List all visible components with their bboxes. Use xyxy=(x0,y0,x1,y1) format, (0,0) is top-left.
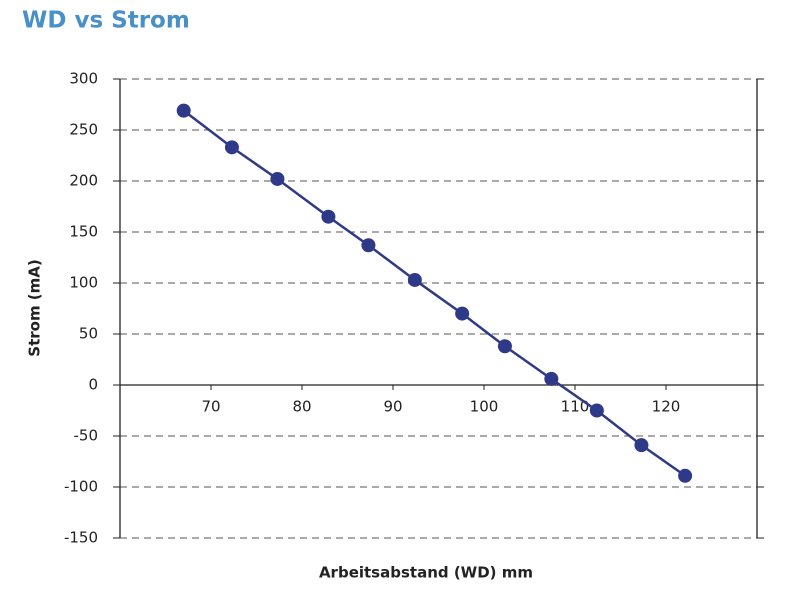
data-point xyxy=(678,468,693,483)
y-tick-label: 200 xyxy=(69,172,98,190)
x-tick-label: 70 xyxy=(201,398,220,416)
x-axis-label: Arbeitsabstand (WD) mm xyxy=(319,564,533,582)
y-axis-label: Strom (mA) xyxy=(26,259,44,356)
y-tick-label: 250 xyxy=(69,121,98,139)
y-tick-label: 0 xyxy=(88,376,98,394)
series-line xyxy=(182,109,686,477)
y-tick-label: -100 xyxy=(64,478,98,496)
data-point xyxy=(589,403,604,418)
data-point xyxy=(321,209,336,224)
data-point xyxy=(270,171,285,186)
y-tick-label: 300 xyxy=(69,70,98,88)
data-point xyxy=(455,306,470,321)
data-point xyxy=(634,438,649,453)
y-tick-label: -50 xyxy=(74,427,99,445)
y-tick-label: 150 xyxy=(69,223,98,241)
chart-title: WD vs Strom xyxy=(22,8,190,34)
data-point xyxy=(224,140,239,155)
data-point xyxy=(544,371,559,386)
y-tick-label: -150 xyxy=(64,529,98,547)
data-point xyxy=(407,272,422,287)
x-tick-label: 80 xyxy=(292,398,311,416)
y-tick-label: 50 xyxy=(79,325,98,343)
x-tick-label: 100 xyxy=(470,398,499,416)
y-tick-label: 100 xyxy=(69,274,98,292)
x-tick-label: 90 xyxy=(383,398,402,416)
x-tick-label: 120 xyxy=(652,398,681,416)
data-point xyxy=(176,103,191,118)
data-point xyxy=(361,238,376,253)
x-tick-label: 110 xyxy=(561,398,590,416)
data-point xyxy=(497,339,512,354)
